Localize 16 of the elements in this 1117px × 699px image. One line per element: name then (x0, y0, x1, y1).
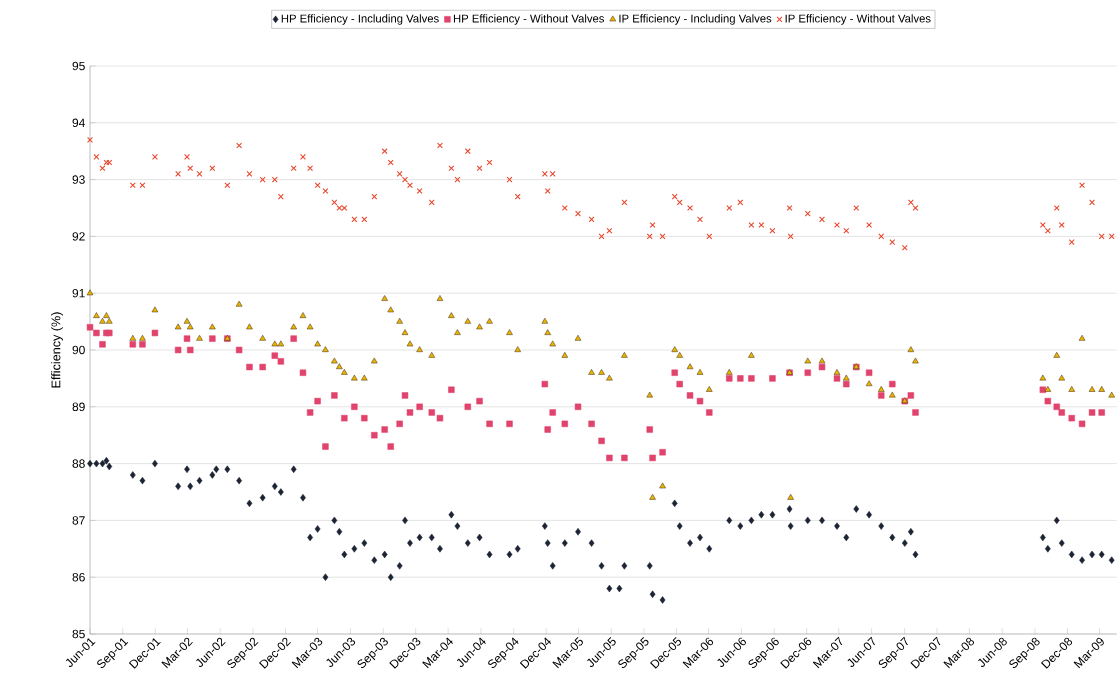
y-tick-label: 89 (72, 402, 85, 412)
y-tick-label: 95 (72, 61, 85, 71)
y-tick-label: 91 (72, 288, 85, 298)
legend-label: IP Efficiency - Including Valves (619, 14, 772, 25)
y-tick-label: 88 (72, 459, 85, 468)
y-tick-label: 86 (72, 572, 85, 582)
y-tick-label: 85 (72, 629, 85, 639)
y-tick-label: 92 (72, 232, 85, 241)
legend-label: IP Efficiency - Without Valves (785, 14, 931, 25)
y-tick-label: 93 (72, 175, 85, 184)
y-tick-label: 87 (72, 516, 85, 525)
y-axis-title: Efficiency (%) (51, 312, 63, 388)
legend-label: HP Efficiency - Including Valves (281, 14, 439, 25)
legend-label: HP Efficiency - Without Valves (453, 14, 605, 25)
y-tick-label: 90 (72, 345, 85, 355)
y-tick-label: 94 (72, 118, 85, 128)
